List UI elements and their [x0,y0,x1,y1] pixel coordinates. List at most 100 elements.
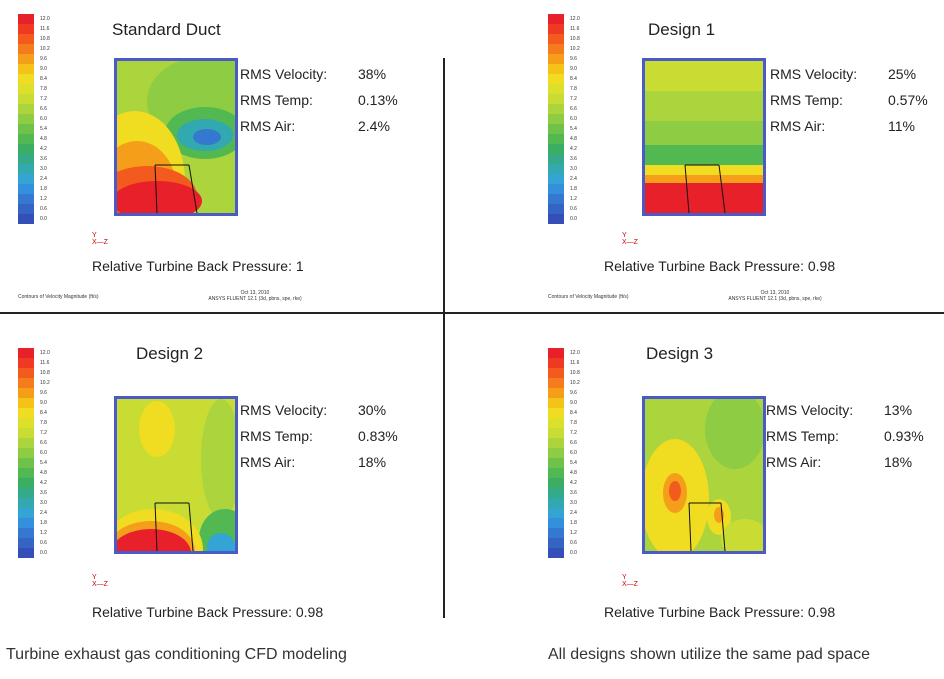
legend-tick-label: 3.0 [40,166,47,172]
back-pressure-label: Relative Turbine Back Pressure: 1 [92,258,304,274]
legend-tick-label: 7.8 [570,86,577,92]
legend-swatch [548,124,564,134]
stat-label: RMS Air: [240,454,296,470]
legend-tick-label: 10.8 [570,36,580,42]
legend-swatch [18,34,34,44]
legend-tick-label: 3.0 [570,500,577,506]
legend-tick-label: 7.2 [570,96,577,102]
footer-solver-info: Oct 13, 2010 ANSYS FLUENT 12.1 (3d, pbns… [700,290,850,302]
legend-tick-label: 6.0 [570,450,577,456]
legend-swatch [548,204,564,214]
legend-swatch [548,74,564,84]
stat-label: RMS Air: [770,118,826,134]
axis-triad: Y X—Z [92,232,108,246]
axis-xz: X—Z [622,581,638,588]
legend-swatch [18,348,34,358]
panel-standard-duct: 12.0 11.6 10.8 10.2 9.6 9.0 8.4 7.8 7.2 6.6 6.0 5.4… [0,0,472,310]
legend-swatch [548,528,564,538]
stat-label: RMS Temp: [240,428,313,444]
axis-y: Y [92,232,97,239]
legend-swatch [18,214,34,224]
legend-swatch [548,54,564,64]
legend-swatch [548,214,564,224]
legend-tick-label: 0.0 [570,216,577,222]
legend-tick-label: 7.2 [570,430,577,436]
footer-date: Oct 13, 2010 [240,290,270,296]
legend-swatch [18,64,34,74]
legend-swatch [548,548,564,558]
legend-swatch [548,448,564,458]
panel-title: Design 1 [648,20,716,39]
legend-labels: 12.0 11.6 10.8 10.2 9.6 9.0 8.4 7.8 7.2 6.6 6.0 5.4… [570,14,580,224]
legend-tick-label: 10.2 [570,380,580,386]
legend-tick-label: 0.0 [40,216,47,222]
stat-value: 0.57% [888,92,928,108]
legend-tick-label: 10.8 [40,36,50,42]
legend-tick-label: 3.0 [40,500,47,506]
legend-swatch [548,498,564,508]
legend-swatch [548,144,564,154]
legend-tick-label: 9.6 [570,56,577,62]
legend-tick-label: 1.8 [40,186,47,192]
legend-tick-label: 0.6 [40,206,47,212]
legend-swatch [548,24,564,34]
legend-tick-label: 4.8 [570,470,577,476]
legend-tick-label: 12.0 [570,350,580,356]
legend-swatch [18,478,34,488]
stat-temp: RMS Temp: 0.83% [240,428,398,454]
legend-tick-label: 6.0 [570,116,577,122]
legend-tick-label: 12.0 [40,16,50,22]
stat-air: RMS Air: 18% [766,454,924,480]
legend-tick-label: 4.8 [40,136,47,142]
legend-swatch [548,438,564,448]
legend-swatch [548,14,564,24]
legend-swatch [18,124,34,134]
legend-swatch [18,134,34,144]
contour-plot [114,396,238,554]
legend-tick-label: 3.6 [570,156,577,162]
stat-velocity: RMS Velocity: 38% [240,66,398,92]
legend-tick-label: 0.0 [40,550,47,556]
stat-label: RMS Air: [766,454,822,470]
legend-swatch [548,194,564,204]
legend-tick-label: 9.6 [570,390,577,396]
stat-value: 38% [358,66,387,82]
footer-solver: ANSYS FLUENT 12.1 (3d, pbns, spe, rke) [208,296,302,302]
legend-swatch [548,84,564,94]
legend-tick-label: 6.6 [570,440,577,446]
legend-swatch [18,24,34,34]
legend-swatch [548,418,564,428]
legend-tick-label: 7.2 [40,430,47,436]
panel-title: Design 2 [136,344,204,363]
legend-swatch [18,398,34,408]
stat-temp: RMS Temp: 0.13% [240,92,398,118]
legend-swatch [18,164,34,174]
legend-tick-label: 3.6 [570,490,577,496]
legend-swatch [18,358,34,368]
stat-label: RMS Velocity: [766,402,854,418]
legend-swatch [18,388,34,398]
axis-y: Y [622,574,627,581]
legend-tick-label: 10.2 [570,46,580,52]
axis-xz: X—Z [92,239,108,246]
legend-tick-label: 5.4 [40,460,47,466]
legend-swatch [18,194,34,204]
contour-plot [642,58,766,216]
stat-label: RMS Air: [240,118,296,134]
legend-swatch [18,44,34,54]
legend-tick-label: 1.8 [570,186,577,192]
legend-swatch [18,498,34,508]
legend-tick-label: 6.6 [40,106,47,112]
legend-tick-label: 7.8 [40,420,47,426]
legend-tick-label: 1.8 [570,520,577,526]
stat-value: 18% [358,454,387,470]
rms-stats: RMS Velocity: 30% RMS Temp: 0.83% RMS Air:… [240,402,398,480]
legend-swatch [548,174,564,184]
legend-swatch [548,164,564,174]
panel-design-1: 12.0 11.6 10.8 10.2 9.6 9.0 8.4 7.8 7.2 6.6 6.0 5.4… [530,0,944,310]
legend-tick-label: 10.8 [570,370,580,376]
stat-label: RMS Temp: [766,428,839,444]
legend-tick-label: 6.0 [40,450,47,456]
footer-solver: ANSYS FLUENT 12.1 (3d, pbns, spe, rke) [728,296,822,302]
stat-value: 30% [358,402,387,418]
